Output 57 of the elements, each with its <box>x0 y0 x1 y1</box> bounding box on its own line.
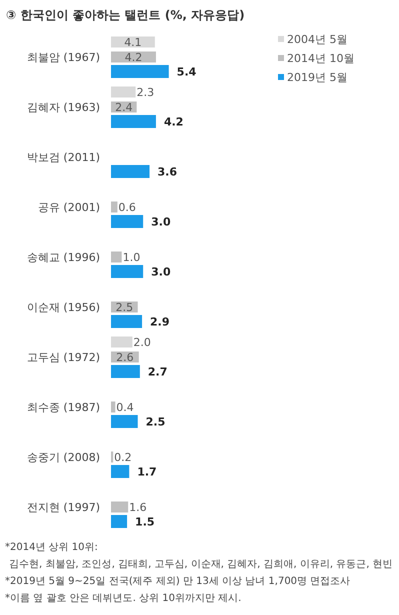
data-label: 0.6 <box>118 201 136 214</box>
text: *2014년 상위 10위: <box>5 542 98 553</box>
bar <box>111 402 116 412</box>
data-label: 2.6 <box>116 351 134 364</box>
text: *이름 옆 괄호 안은 데뷔년도. 상위 10위까지만 제시. <box>5 593 242 604</box>
bar <box>111 336 132 348</box>
data-label: 2.9 <box>150 316 170 328</box>
legend-label: 2019년 5월 <box>287 71 348 84</box>
data-label: 4.2 <box>164 116 184 128</box>
y-tick-label: 송중기 (2008) <box>26 451 100 464</box>
data-label: 1.5 <box>135 516 155 528</box>
data-label: 2.3 <box>136 86 154 99</box>
data-label: 4.1 <box>124 36 142 49</box>
bar <box>111 415 138 428</box>
y-tick-label: 이순재 (1956) <box>26 301 100 314</box>
bar <box>111 86 136 98</box>
bar <box>111 36 155 48</box>
bar <box>111 515 128 528</box>
y-tick-label: 공유 (2001) <box>38 201 100 214</box>
data-label: 3.0 <box>151 216 171 228</box>
bar <box>111 265 144 278</box>
bar <box>111 365 140 378</box>
data-label: 3.6 <box>158 166 178 178</box>
bar <box>111 315 142 328</box>
bar <box>111 502 128 512</box>
data-label: 1.0 <box>122 251 140 264</box>
bar <box>111 465 130 478</box>
y-tick-label: 박보검 (2011) <box>26 151 100 164</box>
legend-label: 2004년 5월 <box>287 33 348 46</box>
y-tick-label: 최불암 (1967) <box>26 51 100 64</box>
data-label: 1.6 <box>129 501 147 514</box>
y-tick-label: 최수종 (1987) <box>26 401 100 414</box>
data-label: 5.4 <box>176 66 197 78</box>
data-label: 4.2 <box>124 51 142 64</box>
data-label: 2.5 <box>146 416 166 428</box>
data-label: 2.4 <box>115 101 133 114</box>
y-tick-label: 송혜교 (1996) <box>26 251 100 264</box>
data-label: 0.2 <box>114 451 132 464</box>
text: *2019년 5월 9~25일 전국(제주 제외) 만 13세 이상 남녀 1,700명 면접조사 <box>5 576 350 587</box>
y-tick-label: 전지현 (1997) <box>26 501 100 514</box>
bar <box>111 202 118 212</box>
bar <box>111 165 150 178</box>
bar <box>111 252 122 262</box>
data-label: 1.7 <box>137 466 157 478</box>
bar <box>111 115 156 128</box>
chart-title: ③ 한국인이 좋아하는 탤런트 (%, 자유응답) <box>6 8 245 22</box>
legend-label: 2014년 10월 <box>287 52 354 65</box>
y-tick-label: 김혜자 (1963) <box>26 101 100 114</box>
bar <box>111 65 169 78</box>
text: 김수현, 최불암, 조인성, 김태희, 고두심, 이순재, 김혜자, 김희애, 이유리, 유동근, 현빈 <box>9 559 393 570</box>
y-tick-label: 고두심 (1972) <box>26 351 100 364</box>
data-label: 2.5 <box>116 301 134 314</box>
data-label: 3.0 <box>151 266 171 278</box>
data-label: 0.4 <box>116 401 134 414</box>
bar <box>111 215 144 228</box>
data-label: 2.7 <box>148 366 168 378</box>
data-label: 2.0 <box>133 336 151 349</box>
